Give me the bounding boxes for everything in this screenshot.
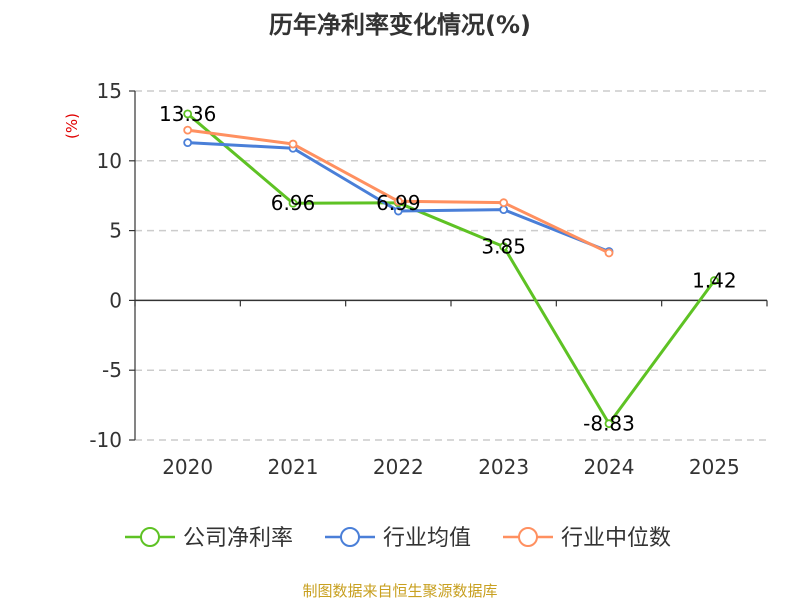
legend-item[interactable]: 行业均值 (325, 526, 471, 551)
data-label: 6.96 (271, 191, 316, 215)
data-point[interactable] (499, 205, 509, 215)
chart-title: 历年净利率变化情况(%) (269, 11, 531, 39)
data-point[interactable] (183, 109, 193, 119)
legend-marker (140, 527, 160, 547)
data-point[interactable] (499, 242, 509, 252)
data-point[interactable] (183, 125, 193, 135)
data-label: 1.42 (692, 269, 737, 293)
data-point[interactable] (604, 419, 614, 429)
legend[interactable]: 公司净利率 行业均值 行业中位数 (125, 526, 671, 551)
legend-marker (518, 527, 538, 547)
grid-lines (135, 90, 767, 441)
x-tick-label: 2023 (478, 455, 529, 479)
data-label: 6.99 (376, 191, 421, 215)
data-source: 制图数据来自恒生聚源数据库 (302, 582, 497, 600)
y-tick-label: -10 (89, 428, 122, 452)
y-tick-label: -5 (102, 358, 122, 382)
x-tick-label: 2021 (268, 455, 319, 479)
data-labels: 13.36 6.96 6.99 3.85 -8.83 1.42 (159, 102, 737, 436)
y-tick-label: 15 (97, 79, 122, 103)
data-label: 3.85 (481, 235, 526, 259)
legend-item[interactable]: 行业中位数 (503, 526, 671, 551)
data-point[interactable] (604, 248, 614, 258)
series-lines (183, 109, 719, 429)
axes: 15 10 5 0 -5 -10 2020 2021 2022 2023 2024 2025 (89, 79, 768, 479)
data-point[interactable] (499, 198, 509, 208)
y-tick-label: 10 (97, 149, 122, 173)
legend-label: 行业中位数 (561, 526, 671, 551)
data-label: -8.83 (583, 412, 635, 436)
y-tick-label: 0 (109, 288, 122, 312)
data-point[interactable] (393, 196, 403, 206)
y-tick-label: 5 (109, 219, 122, 243)
data-label: 13.36 (159, 102, 216, 126)
y-axis-unit: (%) (63, 113, 81, 139)
x-tick-label: 2025 (689, 455, 740, 479)
x-tick-label: 2024 (584, 455, 635, 479)
series-line (186, 112, 716, 426)
legend-label: 行业均值 (383, 526, 471, 551)
data-point[interactable] (288, 198, 298, 208)
legend-marker (340, 527, 360, 547)
data-point[interactable] (709, 276, 719, 285)
x-tick-label: 2022 (373, 455, 424, 479)
data-point[interactable] (393, 206, 403, 216)
data-point[interactable] (288, 139, 298, 149)
legend-label: 公司净利率 (183, 526, 293, 551)
x-tick-label: 2020 (162, 455, 213, 479)
data-point[interactable] (183, 138, 193, 148)
legend-item[interactable]: 公司净利率 (125, 526, 293, 551)
